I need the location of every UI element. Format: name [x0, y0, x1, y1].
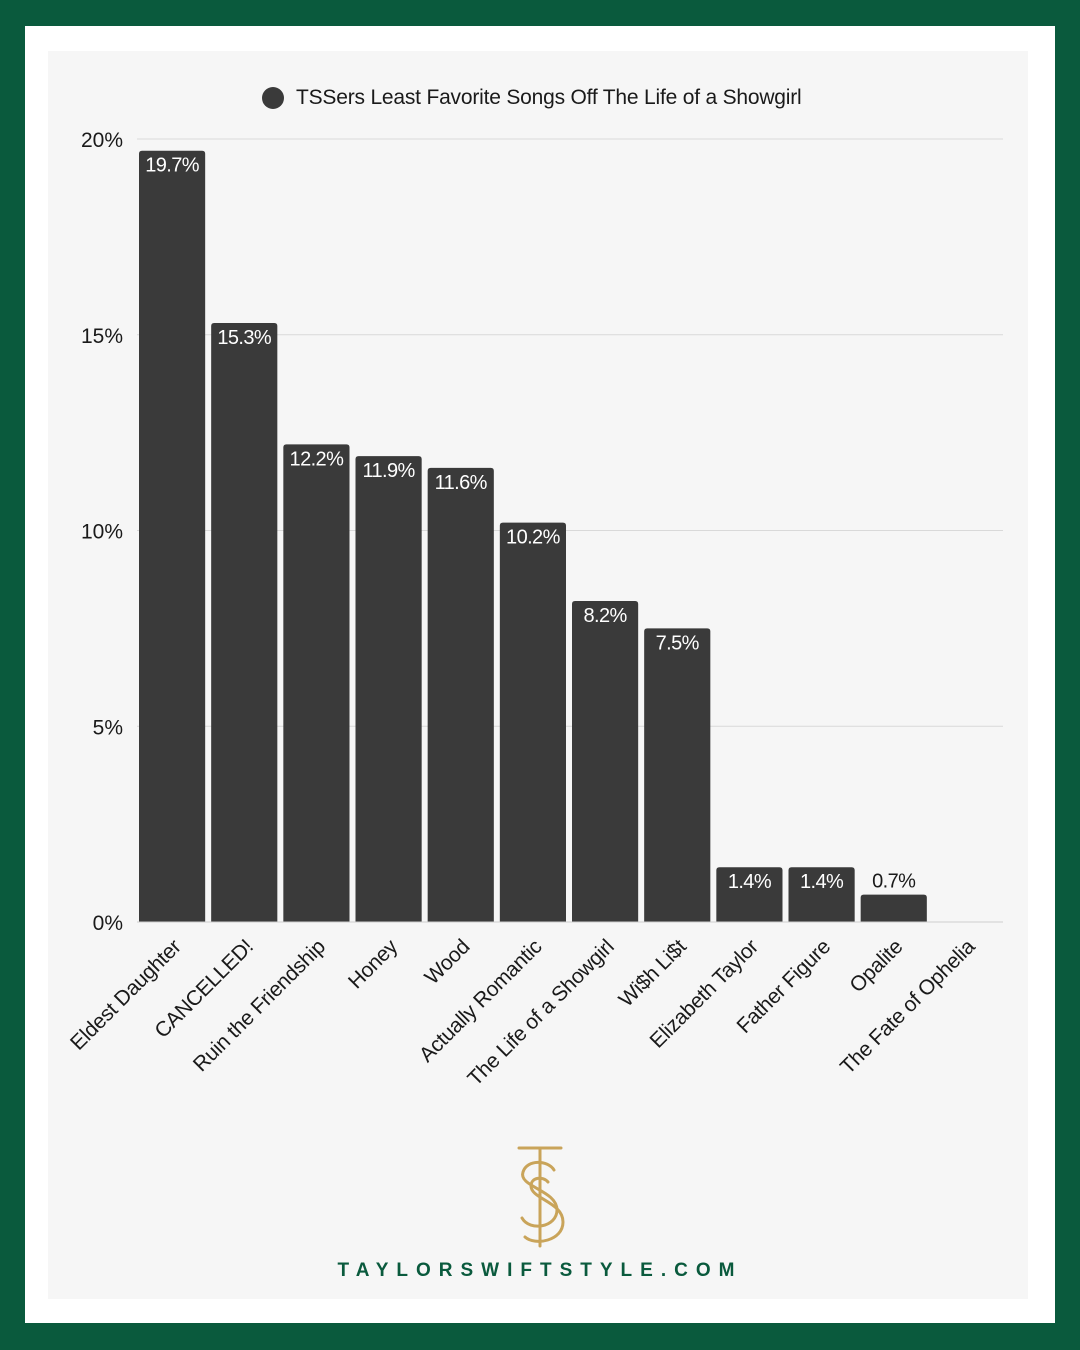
bar [283, 444, 350, 922]
data-label: 12.2% [290, 448, 345, 470]
x-category-label: Wood [420, 935, 474, 989]
data-label: 15.3% [217, 327, 272, 349]
data-label: 7.5% [656, 632, 700, 654]
data-label: 11.6% [435, 472, 488, 494]
y-tick-label: 5% [93, 716, 123, 739]
data-label: 1.4% [800, 871, 844, 893]
ts-monogram-icon: TS [517, 1146, 565, 1248]
chart-legend: TSSers Least Favorite Songs Off The Life… [262, 84, 802, 112]
y-tick-label: 15% [81, 325, 123, 348]
bar [716, 867, 783, 922]
x-category-label: Opalite [845, 935, 907, 997]
bar [139, 150, 206, 922]
x-category-label: Wi$h Li$t [615, 935, 692, 1012]
data-label: 0.7% [872, 871, 916, 893]
data-label: 11.9% [362, 460, 415, 482]
data-label: 1.4% [728, 871, 772, 893]
bar [427, 467, 494, 922]
bar [499, 522, 566, 922]
y-tick-label: 10% [81, 521, 123, 544]
site-url: TAYLORSWIFTSTYLE.COM [337, 1260, 743, 1281]
data-label: 8.2% [583, 605, 627, 627]
x-category-label: The Fate of Ophelia [836, 935, 980, 1079]
data-label: 10.2% [506, 527, 561, 549]
bar [572, 600, 639, 922]
x-category-label: The Life of a Showgirl [463, 935, 618, 1090]
x-category-label: Honey [344, 935, 403, 994]
legend-swatch [262, 87, 284, 109]
bar [355, 456, 422, 922]
x-category-label: Actually Romantic [415, 935, 546, 1066]
bar [788, 867, 855, 922]
bar [644, 628, 711, 922]
data-label: 19.7% [145, 155, 200, 177]
legend-label: TSSers Least Favorite Songs Off The Life… [296, 86, 802, 109]
y-tick-label: 20% [81, 129, 123, 152]
bar [860, 894, 927, 922]
y-tick-label: 0% [93, 912, 123, 935]
x-category-label: Ruin the Friendship [189, 935, 330, 1076]
bar [211, 323, 278, 922]
